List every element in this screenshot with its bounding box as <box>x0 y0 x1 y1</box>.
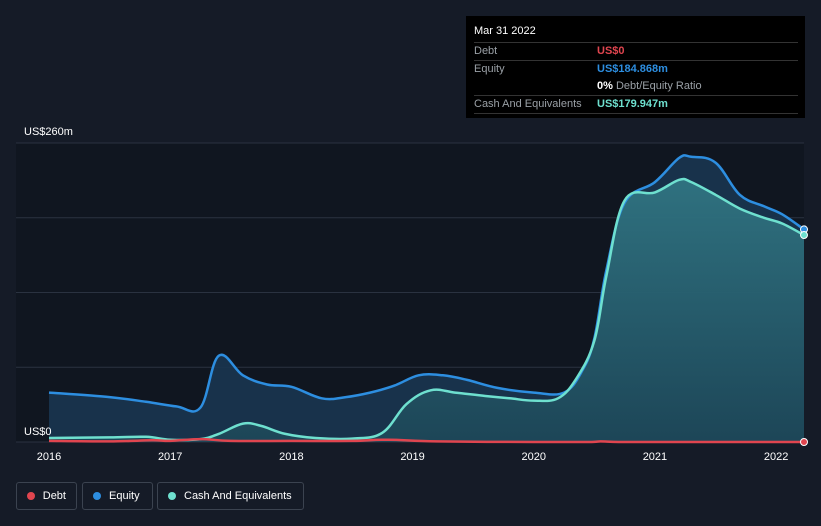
tooltip-ratio-label: Debt/Equity Ratio <box>615 80 702 92</box>
cash-line <box>48 177 805 442</box>
tooltip-cash-label: Cash And Equivalents <box>474 98 582 110</box>
tooltip-row-ratio: 0% Debt/Equity Ratio <box>474 78 798 95</box>
tooltip-row-debt: Debt US$0 <box>474 42 798 60</box>
tooltip-panel: Mar 31 2022 Debt US$0 Equity US$184.868m… <box>466 16 805 118</box>
end-markers <box>800 225 808 446</box>
cash-end-marker <box>800 231 808 240</box>
x-axis-ticks: 2016 2017 2018 2019 2020 2021 2022 <box>37 451 789 463</box>
equity-line <box>48 154 805 413</box>
y-axis-top-label: US$260m <box>24 126 73 138</box>
x-tick-2021: 2021 <box>643 451 667 463</box>
legend-item-equity[interactable]: Equity <box>82 482 153 510</box>
y-axis-bottom-label: US$0 <box>24 426 52 438</box>
x-tick-2022: 2022 <box>764 451 788 463</box>
x-tick-2020: 2020 <box>522 451 546 463</box>
legend-cash-label: Cash And Equivalents <box>184 490 292 502</box>
x-tick-2018: 2018 <box>279 451 303 463</box>
tooltip-equity-label: Equity <box>474 63 505 75</box>
tooltip-row-equity: Equity US$184.868m <box>474 60 798 78</box>
x-tick-2016: 2016 <box>37 451 61 463</box>
debt-end-marker <box>800 438 808 446</box>
legend-debt-label: Debt <box>42 490 66 502</box>
legend-item-debt[interactable]: Debt <box>16 482 77 510</box>
tooltip-date: Mar 31 2022 <box>474 25 536 37</box>
tooltip-debt-value: US$0 <box>597 45 625 57</box>
equity-dot-icon <box>93 492 101 500</box>
x-tick-2019: 2019 <box>400 451 424 463</box>
legend-item-cash[interactable]: Cash And Equivalents <box>157 482 304 510</box>
series-lines <box>48 154 805 444</box>
legend-equity-label: Equity <box>109 490 140 502</box>
tooltip-ratio-value: 0% <box>597 80 613 92</box>
x-tick-2017: 2017 <box>158 451 182 463</box>
tooltip-row-cash: Cash And Equivalents US$179.947m <box>474 95 798 114</box>
cash-dot-icon <box>168 492 176 500</box>
cash-area <box>49 178 804 442</box>
tooltip-debt-label: Debt <box>474 45 498 57</box>
debt-dot-icon <box>27 492 35 500</box>
tooltip-equity-value: US$184.868m <box>597 63 668 75</box>
debt-line <box>48 437 804 444</box>
tooltip-cash-value: US$179.947m <box>597 98 668 110</box>
series-areas <box>49 155 804 443</box>
